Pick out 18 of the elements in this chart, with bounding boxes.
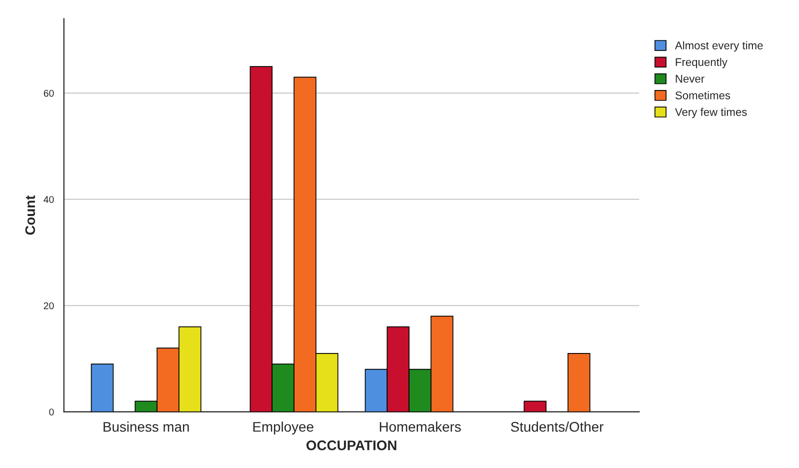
bar [90,364,114,412]
legend-label: Frequently [676,58,728,68]
bar [568,352,590,412]
x-tick-label: Homemakers [380,422,461,432]
y-tick-label: 20 [44,302,54,310]
legend-label: Sometimes [675,91,730,100]
y-axis-title: Count [25,195,36,235]
x-axis-title: OCCUPATION [306,440,396,450]
x-tick-label: Employee [253,422,314,435]
x-tick-label: Students/Other [510,422,604,432]
y-tick-label: 0 [49,408,54,416]
x-tick-label: Business man [104,422,189,432]
y-tick-label: 60 [44,90,54,97]
legend-label: Very few times [675,108,747,118]
y-tick-label: 40 [44,196,54,203]
legend-label: Almost every time [674,41,763,52]
bar [524,400,546,412]
legend-label: Never [676,74,704,83]
